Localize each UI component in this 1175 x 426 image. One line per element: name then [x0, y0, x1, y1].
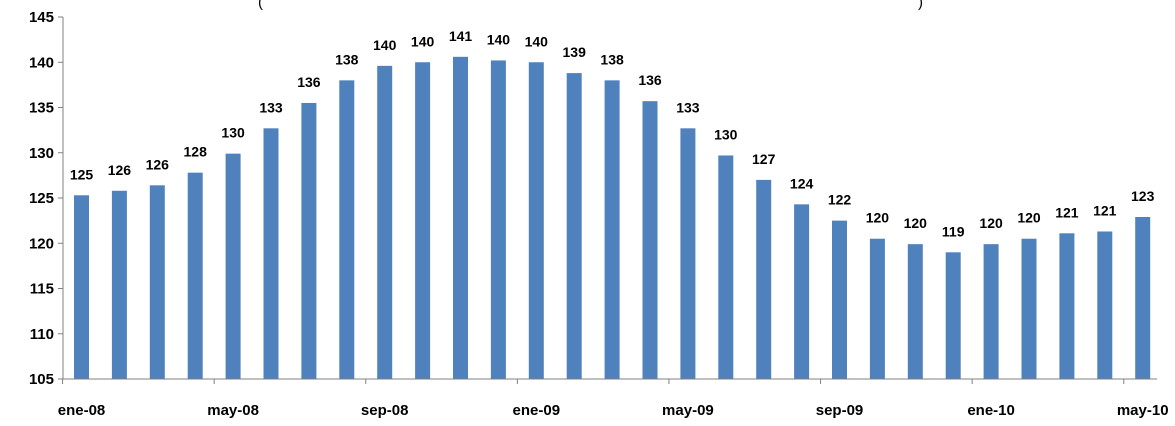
bar — [1021, 238, 1037, 379]
data-label: 136 — [638, 72, 662, 88]
y-tick-label: 125 — [29, 190, 54, 207]
bar — [377, 65, 393, 380]
y-tick-label: 130 — [29, 145, 54, 162]
bar — [566, 73, 582, 380]
x-tick-label: ene-10 — [967, 402, 1015, 419]
data-label: 120 — [979, 215, 1003, 231]
bar — [945, 252, 961, 379]
data-label: 130 — [714, 126, 738, 142]
data-label: 121 — [1093, 202, 1117, 218]
data-label: 121 — [1055, 204, 1079, 220]
data-label: 125 — [70, 166, 94, 182]
data-label: 128 — [184, 144, 208, 160]
y-tick-label: 145 — [29, 9, 54, 26]
bar — [263, 128, 279, 379]
data-label: 119 — [942, 223, 965, 239]
chart-title-left: ( — [258, 0, 263, 11]
data-label: 127 — [752, 151, 776, 167]
bar — [983, 244, 999, 379]
y-tick-label: 120 — [29, 235, 54, 252]
bar — [1059, 233, 1075, 379]
data-label: 136 — [297, 74, 321, 90]
bar — [907, 244, 923, 379]
data-label: 124 — [790, 175, 814, 191]
data-label: 140 — [411, 33, 435, 49]
bar — [453, 56, 468, 379]
x-tick-label: may-09 — [662, 402, 714, 419]
data-label: 141 — [449, 28, 473, 44]
data-label: 138 — [600, 51, 624, 67]
bar — [1135, 217, 1151, 379]
x-tick-label: sep-09 — [816, 402, 864, 419]
x-tick-label: may-10 — [1117, 402, 1169, 419]
y-axis: 105 110 115 120 125 130 135 140 145 — [29, 9, 64, 388]
bar — [490, 60, 506, 379]
data-label: 122 — [828, 192, 852, 208]
bar — [339, 80, 355, 379]
data-label: 138 — [335, 51, 359, 67]
data-label: 120 — [1017, 210, 1041, 226]
bar — [415, 62, 431, 379]
data-label: 140 — [373, 37, 397, 53]
y-tick-label: 140 — [29, 54, 54, 71]
bar — [642, 101, 658, 379]
bar-series — [74, 56, 1151, 380]
data-labels: 125 126 126 128 130 133 136 138 140 140 141 140 140 1… — [70, 28, 1155, 239]
data-label: 120 — [904, 215, 928, 231]
data-label: 120 — [866, 210, 890, 226]
data-label: 140 — [525, 33, 549, 49]
data-label: 140 — [487, 31, 511, 47]
data-label: 123 — [1131, 188, 1155, 204]
data-label: 139 — [563, 44, 587, 60]
y-tick-label: 105 — [29, 371, 54, 388]
x-axis: ene-08 may-08 sep-08 ene-09 may-09 sep-09 ene-… — [58, 378, 1169, 419]
bar — [149, 185, 165, 379]
bar — [1097, 231, 1113, 379]
x-tick-label: sep-08 — [361, 402, 409, 419]
data-label: 130 — [221, 125, 245, 141]
bar — [718, 155, 734, 379]
bar — [832, 220, 847, 379]
y-tick-label: 135 — [29, 100, 54, 117]
bar — [301, 102, 317, 379]
bar — [528, 62, 544, 379]
bar — [869, 238, 885, 379]
data-label: 126 — [108, 162, 132, 178]
y-tick-label: 115 — [30, 281, 54, 298]
x-tick-label: ene-09 — [513, 402, 561, 419]
bar — [225, 153, 241, 379]
bar — [794, 204, 810, 379]
data-label: 133 — [676, 99, 700, 115]
bar — [74, 195, 89, 379]
data-label: 126 — [146, 156, 170, 172]
bar — [756, 179, 772, 379]
y-tick-label: 110 — [30, 326, 54, 343]
bar — [187, 172, 203, 379]
bar — [604, 80, 620, 379]
data-label: 133 — [259, 99, 283, 115]
bar — [680, 128, 696, 379]
x-tick-label: may-08 — [207, 402, 259, 419]
bar — [111, 190, 127, 379]
x-tick-label: ene-08 — [58, 402, 106, 419]
chart-title-right: ) — [918, 0, 923, 11]
